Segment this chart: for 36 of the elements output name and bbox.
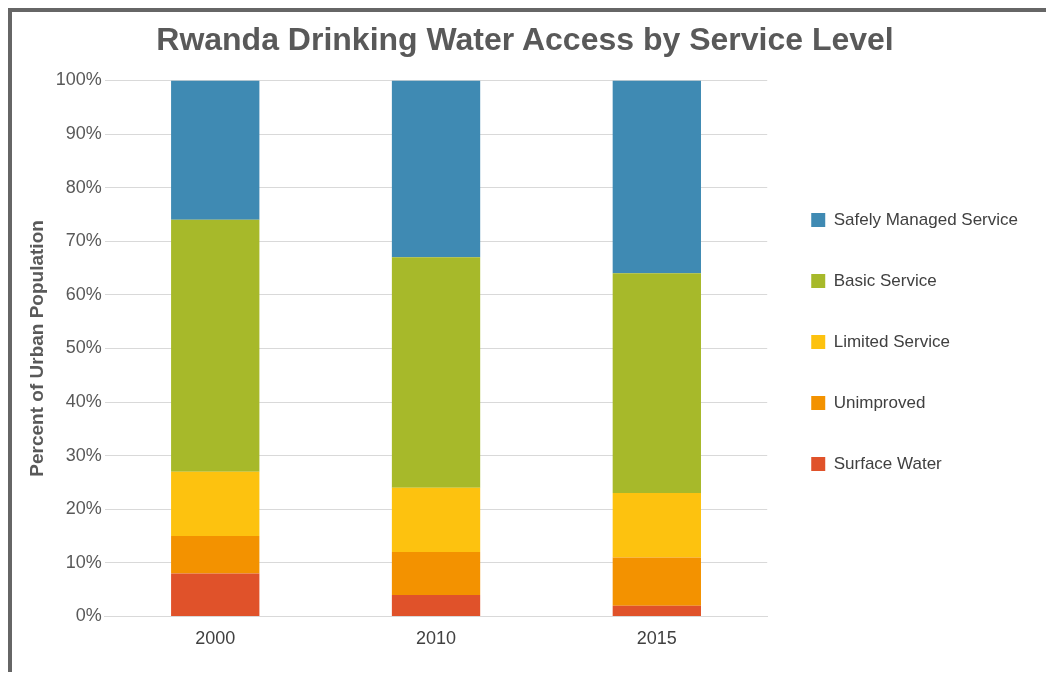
bar [171, 80, 260, 220]
bar [612, 605, 701, 616]
bar [612, 80, 701, 274]
y-tick-label: 100% [55, 69, 102, 90]
y-tick-label: 80% [65, 176, 102, 197]
y-tick-label: 30% [65, 444, 102, 465]
bar [171, 536, 260, 574]
chart-title: Rwanda Drinking Water Access by Service Level [156, 21, 894, 58]
bar [391, 80, 481, 258]
bar [171, 471, 260, 536]
y-tick-label: 50% [65, 337, 102, 358]
y-axis-title: Percent of Urban Population [25, 220, 47, 477]
bar [391, 487, 481, 553]
y-tick-label: 20% [65, 498, 102, 519]
legend-label: Limited Service [833, 331, 950, 351]
legend-label: Unimproved [833, 392, 926, 412]
bar [612, 493, 701, 558]
x-tick-label: 2015 [636, 628, 677, 649]
bar [391, 594, 481, 616]
y-tick-label: 0% [75, 605, 102, 626]
bar [612, 557, 701, 606]
legend-label: Safely Managed Service [833, 209, 1019, 229]
y-tick-label: 70% [65, 230, 102, 251]
bar [612, 273, 701, 494]
y-tick-label: 60% [65, 283, 102, 304]
bar [391, 552, 481, 595]
bar [171, 219, 260, 472]
y-tick-label: 90% [65, 122, 102, 143]
legend-label: Basic Service [833, 270, 937, 290]
x-tick-label: 2010 [416, 628, 457, 649]
legend-label: Surface Water [833, 453, 943, 473]
y-tick-label: 40% [65, 390, 102, 411]
bar [391, 257, 481, 488]
x-tick-label: 2000 [195, 628, 236, 649]
y-tick-label: 10% [65, 551, 102, 572]
bar [171, 573, 260, 616]
